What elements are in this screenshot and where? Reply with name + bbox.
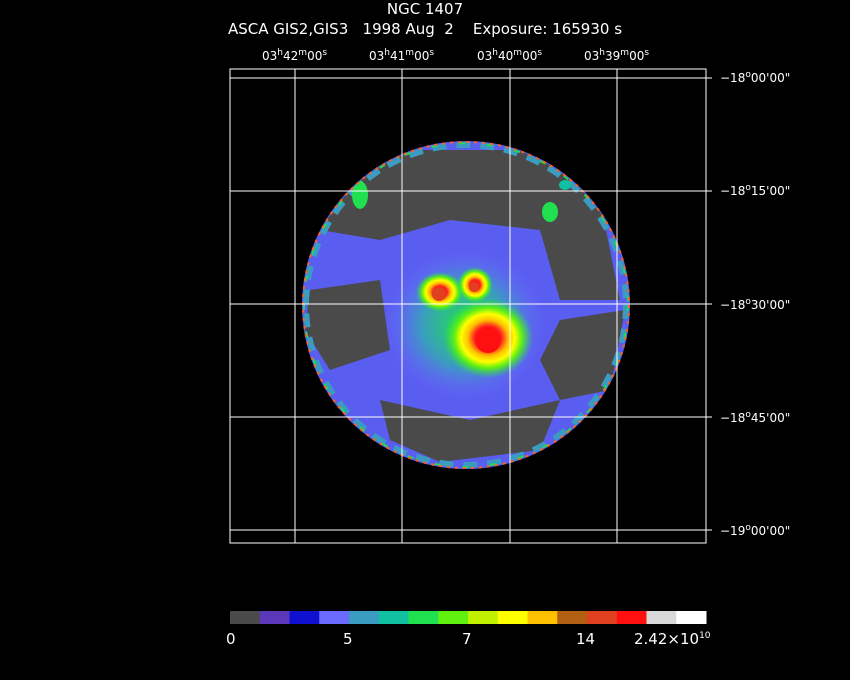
dec-tick-label: −19o00'00": [720, 523, 791, 538]
colorbar-swatch: [676, 611, 707, 624]
colorbar-swatch: [497, 611, 528, 624]
ra-tick-label: 03h39m00s: [584, 48, 650, 63]
colorbar-label-0: 0: [226, 630, 236, 648]
ra-tick-label: 03h40m00s: [477, 48, 543, 63]
observation-subtitle: ASCA GIS2,GIS3 1998 Aug 2 Exposure: 1659…: [227, 20, 623, 38]
colorbar-swatch: [289, 611, 320, 624]
ra-tick-label: 03h42m00s: [262, 48, 328, 63]
colorbar-swatch: [408, 611, 439, 624]
colorbar-label-7: 7: [462, 630, 472, 648]
colorbar-swatch: [646, 611, 677, 624]
colorbar-swatch: [587, 611, 618, 624]
dec-tick-label: −18o15'00": [720, 183, 791, 198]
colorbar-label-5: 5: [343, 630, 353, 648]
colorbar-swatch: [527, 611, 558, 624]
colorbar-label-max: 2.42×1010: [634, 630, 711, 648]
colorbar-swatch: [349, 611, 380, 624]
colorbar-label-14: 14: [576, 630, 596, 648]
colorbar-swatch: [468, 611, 499, 624]
dec-tick-label: −18o45'00": [720, 410, 791, 425]
dec-tick-label: −18o00'00": [720, 70, 791, 85]
colorbar-swatch: [557, 611, 588, 624]
colorbar-swatch: [378, 611, 409, 624]
colorbar-swatch: [616, 611, 647, 624]
colorbar: [230, 611, 707, 624]
colorbar-swatch: [230, 611, 261, 624]
coordinate-grid: [229, 68, 712, 544]
object-title: NGC 1407: [386, 0, 464, 18]
colorbar-swatch: [319, 611, 350, 624]
colorbar-swatch: [259, 611, 290, 624]
colorbar-swatch: [438, 611, 469, 624]
dec-tick-label: −18o30'00": [720, 297, 791, 312]
detector-field: [302, 141, 630, 469]
ra-tick-label: 03h41m00s: [369, 48, 435, 63]
